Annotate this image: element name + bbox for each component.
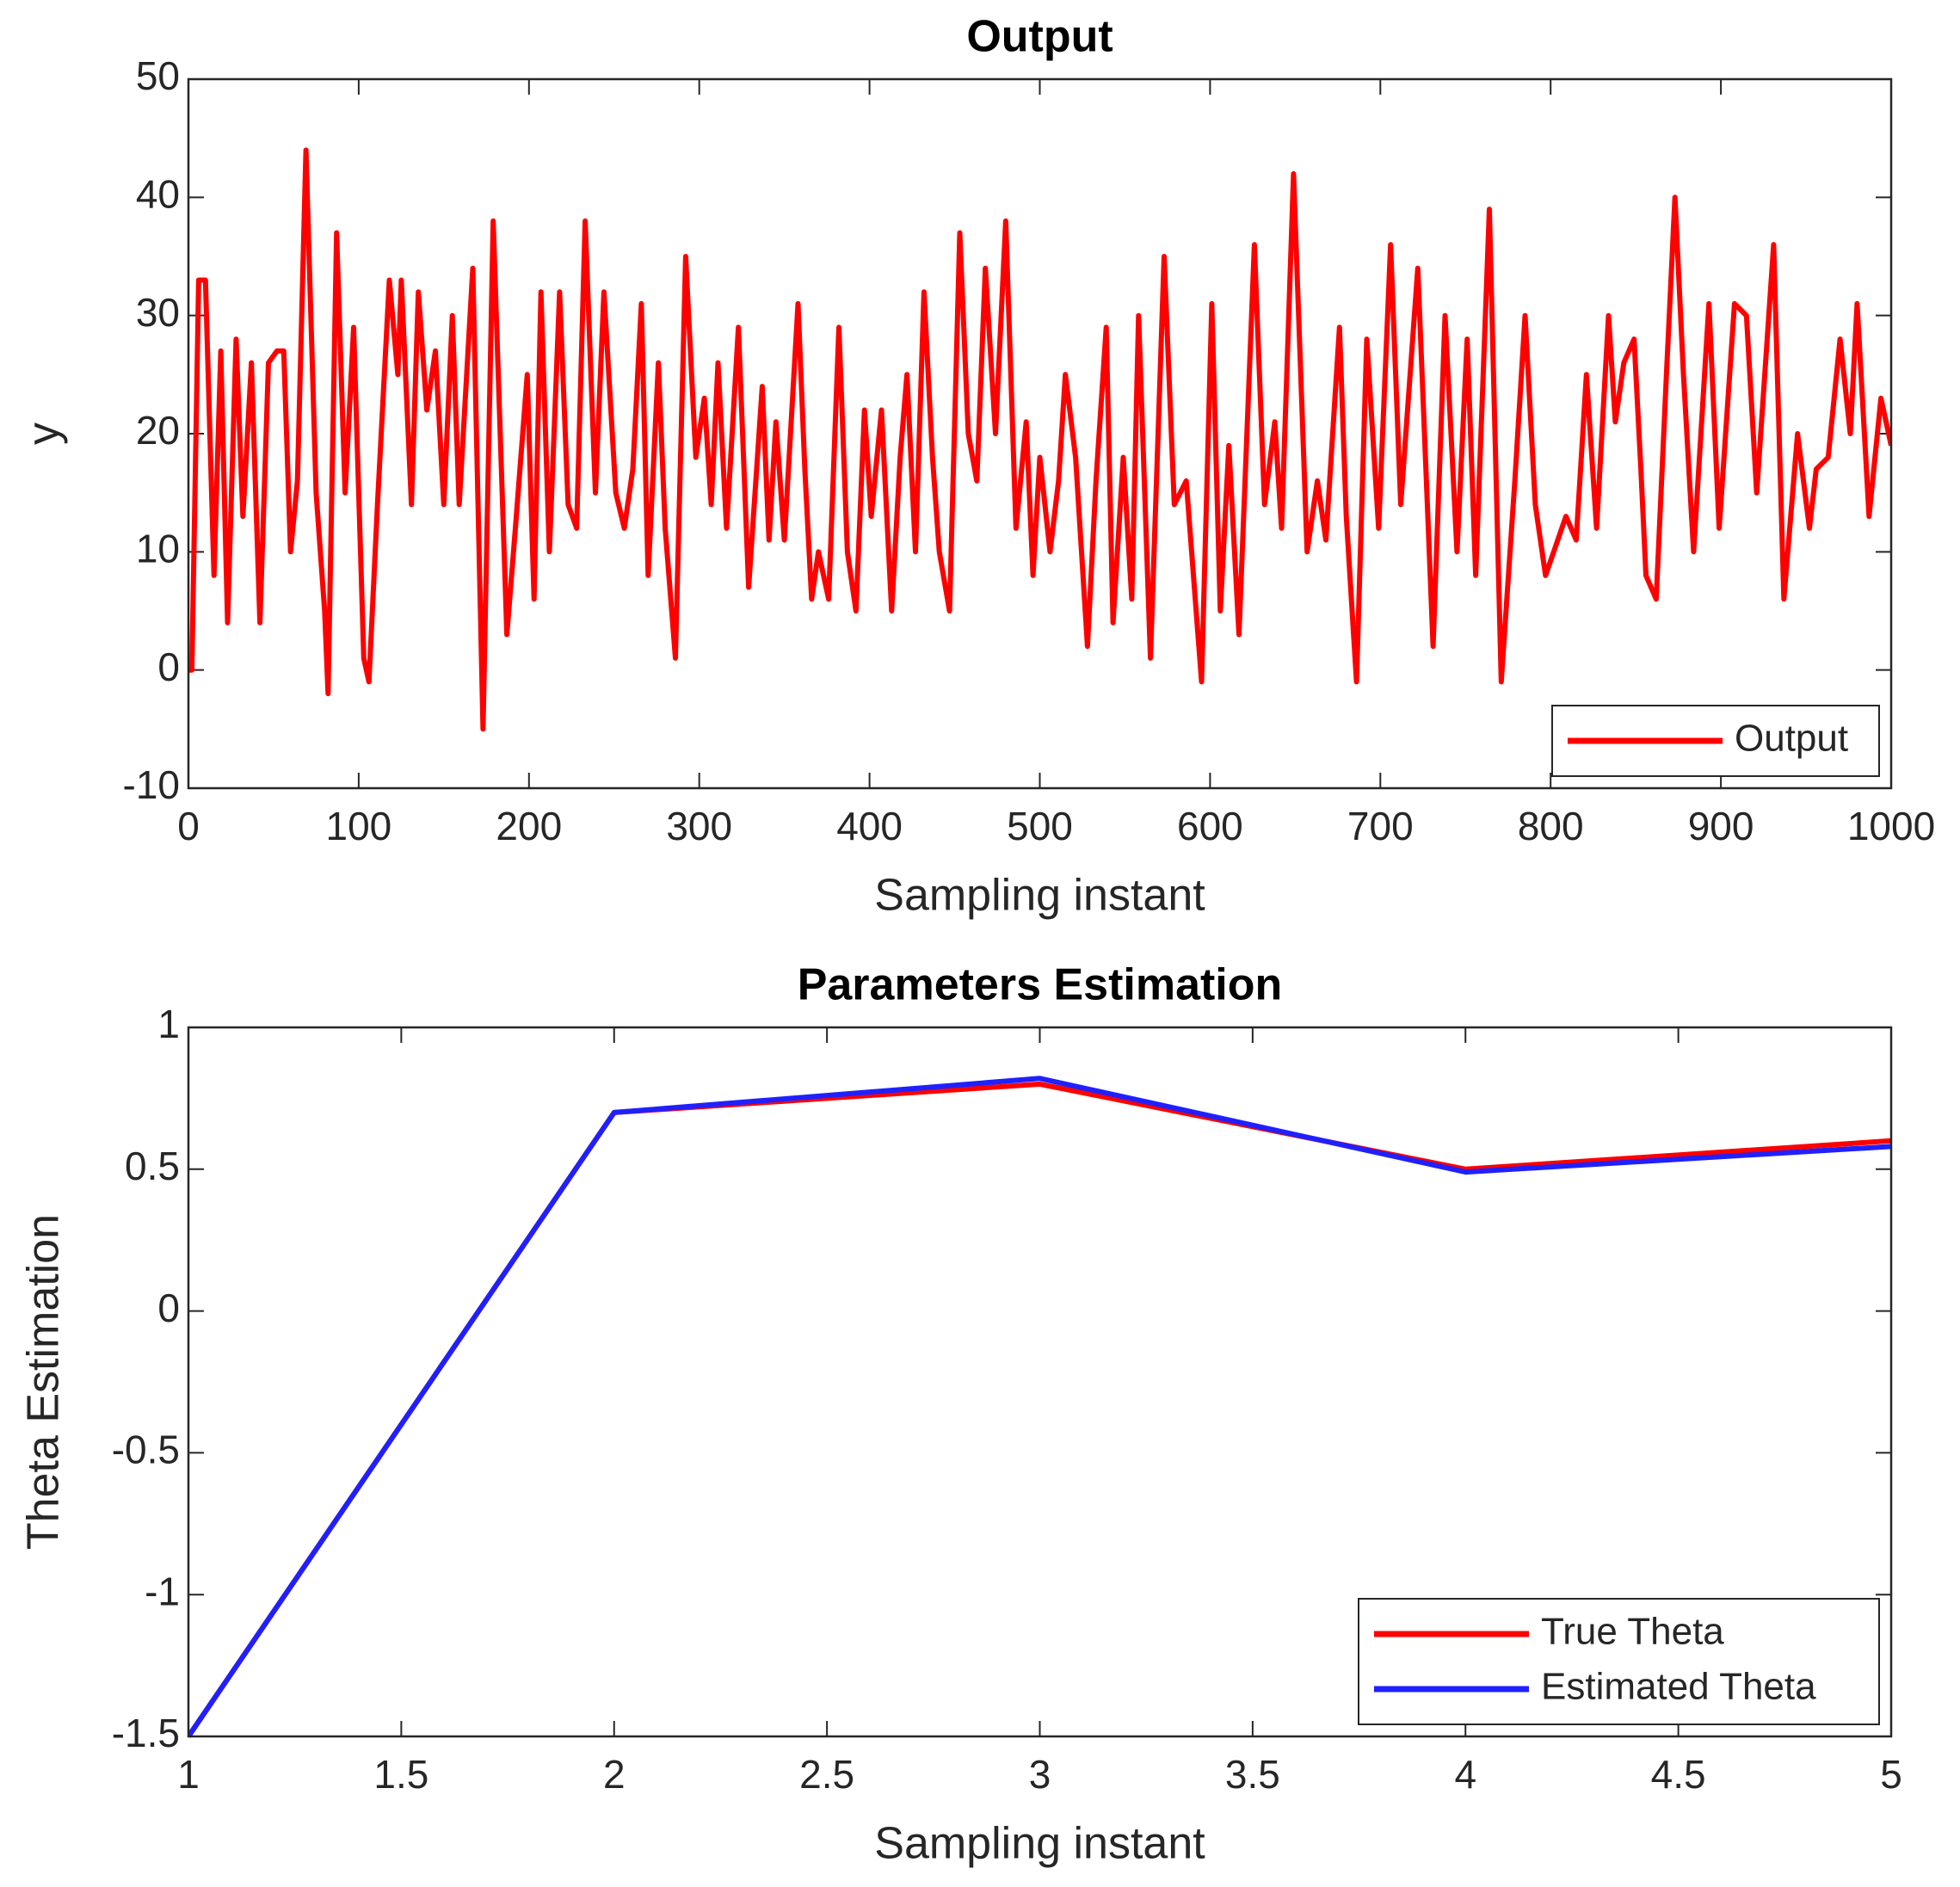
x-tick-label: 900 — [1688, 804, 1754, 848]
y-axis-label: y — [19, 422, 69, 445]
x-tick-label: 3.5 — [1225, 1752, 1280, 1797]
plot-frame — [187, 77, 1893, 790]
y-tick-label: 50 — [136, 53, 180, 98]
line-series — [188, 1076, 1891, 1738]
chart-title: Parameters Estimation — [798, 960, 1283, 1010]
x-tick-label: 1.5 — [373, 1752, 428, 1797]
x-tick-label: 1000 — [1847, 804, 1935, 848]
x-tick-label: 1 — [177, 1752, 200, 1797]
x-tick-label: 100 — [326, 804, 392, 848]
legend-label: True Theta — [1541, 1611, 1724, 1653]
legend-label: Output — [1735, 718, 1848, 760]
plot-frame — [187, 1026, 1893, 1738]
x-tick-label: 5 — [1880, 1752, 1902, 1797]
line-series — [188, 147, 1891, 732]
chart-title: Output — [966, 12, 1113, 62]
x-tick-label: 2.5 — [799, 1752, 854, 1797]
x-tick-label: 4 — [1454, 1752, 1476, 1797]
y-axis-label: Theta Estimation — [19, 1214, 69, 1550]
y-tick-label: -1.5 — [112, 1711, 180, 1755]
x-tick-label: 2 — [603, 1752, 626, 1797]
y-tick-label: -0.5 — [112, 1428, 180, 1472]
x-tick-label: 0 — [177, 804, 200, 848]
y-tick-label: 40 — [136, 171, 180, 216]
x-axis-label: Sampling instant — [874, 871, 1205, 921]
y-tick-label: 1 — [157, 1002, 180, 1046]
x-tick-label: 800 — [1518, 804, 1584, 848]
x-tick-label: 4.5 — [1651, 1752, 1706, 1797]
x-tick-label: 200 — [496, 804, 562, 848]
y-tick-label: 0 — [157, 1286, 180, 1330]
x-tick-label: 3 — [1029, 1752, 1051, 1797]
y-tick-label: 0.5 — [125, 1144, 180, 1188]
x-tick-label: 700 — [1347, 804, 1414, 848]
plot-area — [188, 79, 1891, 788]
y-tick-label: 10 — [136, 526, 180, 570]
y-tick-label: 20 — [136, 408, 180, 453]
x-tick-label: 600 — [1177, 804, 1243, 848]
y-tick-label: -1 — [145, 1569, 180, 1613]
y-tick-label: 0 — [157, 644, 180, 689]
y-tick-label: 30 — [136, 290, 180, 335]
x-tick-label: 500 — [1007, 804, 1073, 848]
y-tick-label: -10 — [123, 762, 180, 807]
legend-box — [1358, 1598, 1880, 1725]
x-tick-label: 300 — [666, 804, 732, 848]
legend-label: Estimated Theta — [1541, 1666, 1816, 1708]
x-axis-label: Sampling instant — [874, 1819, 1205, 1869]
x-tick-label: 400 — [836, 804, 903, 848]
